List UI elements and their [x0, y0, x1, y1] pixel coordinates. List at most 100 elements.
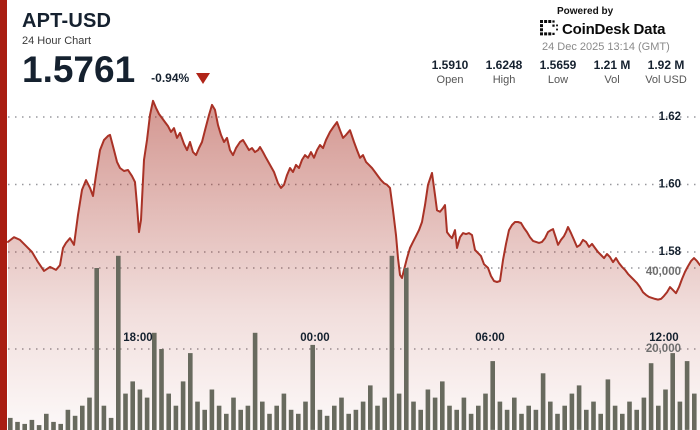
- volume-bar: [209, 389, 215, 430]
- x-axis-tick-label: 06:00: [475, 332, 504, 344]
- volume-bar: [180, 381, 186, 430]
- accent-stripe: [0, 0, 7, 430]
- stat-open-value: 1.5910: [431, 58, 469, 72]
- volume-bar: [526, 405, 531, 430]
- volume-bar: [605, 379, 611, 430]
- volume-bar: [447, 405, 452, 430]
- volume-bar: [260, 401, 265, 430]
- volume-bar: [159, 349, 164, 430]
- volume-bar: [404, 268, 409, 430]
- stat-vol: 1.21 M Vol: [588, 58, 636, 86]
- volume-bar: [684, 361, 690, 430]
- volume-bar: [144, 397, 150, 430]
- volume-bar: [152, 332, 157, 430]
- volume-bar: [540, 373, 546, 430]
- volume-bar: [425, 389, 431, 430]
- volume-bar: [22, 423, 27, 430]
- volume-bar: [634, 409, 639, 430]
- volume-bar: [274, 405, 279, 430]
- volume-bar: [440, 381, 445, 430]
- price-down-arrow-icon: [196, 72, 211, 84]
- price-change: -0.94%: [151, 71, 211, 85]
- x-axis-tick-label: 18:00: [123, 332, 152, 344]
- brand-block: Powered by CoinDesk Data 24 Dec 2025 13:…: [540, 6, 692, 53]
- volume-bar: [36, 425, 42, 430]
- volume-bar: [519, 413, 524, 430]
- volume-bar: [490, 361, 495, 430]
- volume-bar: [281, 393, 287, 430]
- volume-bar: [29, 419, 35, 430]
- volume-bar: [418, 409, 423, 430]
- stat-open: 1.5910 Open: [426, 58, 474, 86]
- volume-bar: [87, 397, 92, 430]
- volume-bar: [670, 353, 675, 430]
- volume-bar: [245, 405, 251, 430]
- volume-bar: [512, 397, 517, 430]
- volume-axis-tick-label: 20,000: [646, 343, 681, 355]
- volume-bar: [231, 397, 236, 430]
- stat-high: 1.6248 High: [480, 58, 528, 86]
- volume-bar: [166, 393, 171, 430]
- volume-bar: [303, 401, 308, 430]
- x-axis-tick-label: 12:00: [649, 332, 678, 344]
- volume-bar: [555, 413, 560, 430]
- stat-high-label: High: [492, 74, 516, 86]
- volume-bar: [324, 415, 330, 430]
- stat-low-value: 1.5659: [539, 58, 577, 72]
- volume-bar: [504, 409, 510, 430]
- y-axis-tick-label: 1.60: [659, 179, 681, 191]
- volume-axis-tick-label: 40,000: [646, 266, 681, 278]
- chart-subtitle: 24 Hour Chart: [22, 35, 92, 47]
- symbol-title: APT-USD: [22, 10, 112, 32]
- volume-bar: [432, 397, 438, 430]
- volume-bar: [288, 409, 294, 430]
- volume-bar: [598, 413, 603, 430]
- volume-bar: [94, 268, 99, 430]
- volume-bar: [382, 397, 387, 430]
- volume-bar: [591, 401, 596, 430]
- x-axis-tick-label: 00:00: [300, 332, 329, 344]
- volume-bar: [497, 401, 503, 430]
- volume-bar: [576, 385, 582, 430]
- volume-bar: [648, 363, 654, 430]
- axis-labels: 1.62 1.60 1.58 40,000 20,000 18:00 00:00 06:00 1…: [123, 111, 681, 355]
- stat-vol-value: 1.21 M: [593, 58, 631, 72]
- volume-bar: [641, 397, 647, 430]
- volume-bar: [252, 332, 258, 430]
- volume-bar: [548, 401, 553, 430]
- stat-vol-usd-label: Vol USD: [645, 74, 687, 86]
- timestamp: 24 Dec 2025 13:14 (GMT): [542, 41, 670, 53]
- volume-bar: [396, 393, 402, 430]
- stat-low: 1.5659 Low: [534, 58, 582, 86]
- volume-bar: [627, 401, 632, 430]
- price-line: [7, 99, 700, 301]
- volume-bar: [461, 397, 467, 430]
- volume-bar: [108, 417, 114, 430]
- powered-by-label: Powered by: [557, 6, 614, 17]
- volume-bar: [130, 381, 135, 430]
- volume-bar: [116, 255, 121, 430]
- volume-bar: [562, 405, 567, 430]
- volume-bar: [72, 415, 78, 430]
- volume-bar: [454, 409, 459, 430]
- price-area-fill: [8, 100, 700, 430]
- volume-bar: [101, 405, 107, 430]
- volume-bar: [677, 401, 683, 430]
- volume-bar: [620, 413, 625, 430]
- volume-bar: [332, 405, 337, 430]
- volume-bar: [224, 413, 229, 430]
- volume-bar: [15, 421, 20, 430]
- volume-bar: [137, 389, 143, 430]
- volume-bar: [123, 393, 128, 430]
- volume-bar: [58, 423, 63, 430]
- volume-bar: [51, 421, 56, 430]
- volume-bar: [483, 393, 488, 430]
- volume-bar: [612, 405, 618, 430]
- volume-bar: [296, 413, 301, 430]
- volume-bar: [533, 409, 539, 430]
- volume-bar: [656, 405, 661, 430]
- volume-bar: [476, 405, 481, 430]
- volume-bar: [195, 401, 200, 430]
